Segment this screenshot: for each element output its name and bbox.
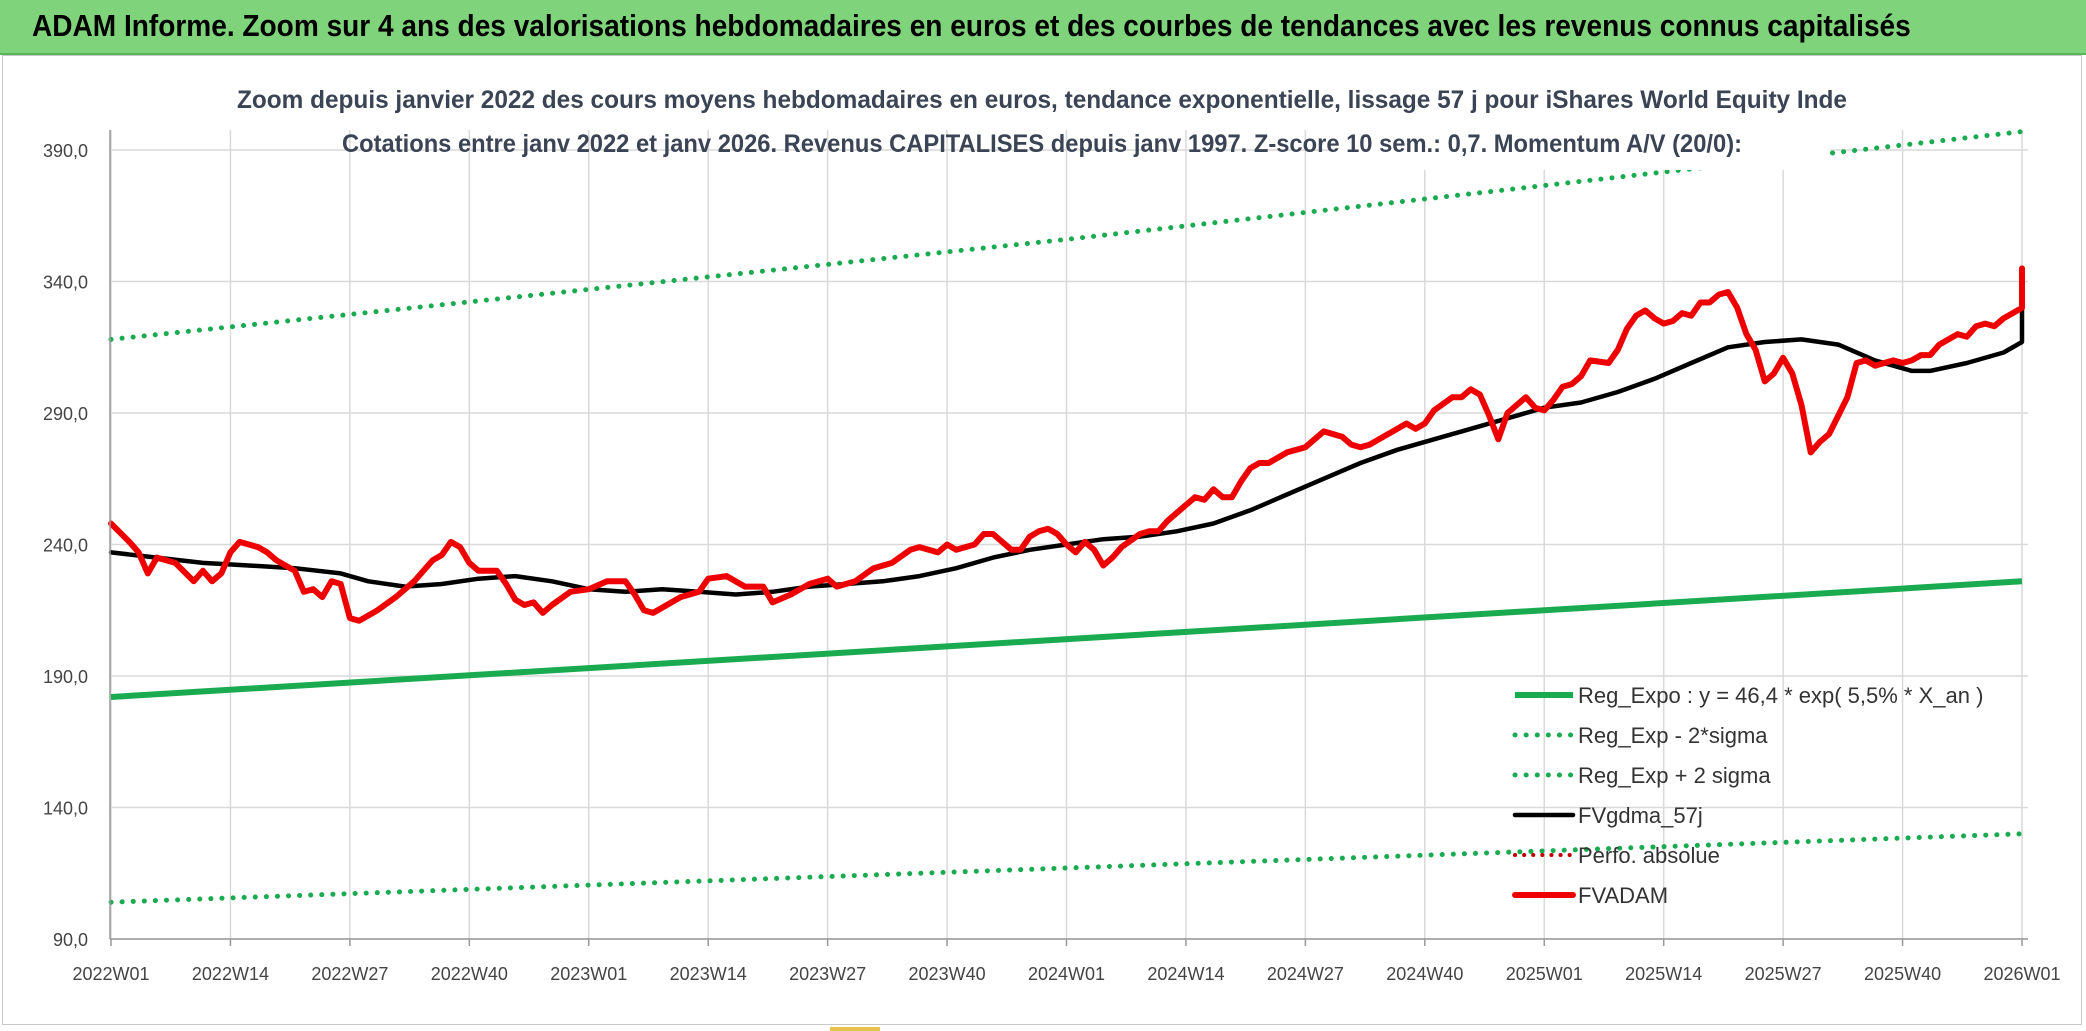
x-tick-label: 2024W27 bbox=[1267, 964, 1344, 984]
gridlines bbox=[110, 130, 2028, 940]
x-tick-label: 2025W14 bbox=[1625, 964, 1702, 984]
series-line-reg_minus bbox=[108, 831, 2025, 905]
report-title: ADAM Informe. Zoom sur 4 ans des valoris… bbox=[32, 8, 1911, 43]
legend-label-fvgdma: FVgdma_57j bbox=[1578, 803, 1703, 828]
legend-label-perfo: Perfo. absolue bbox=[1578, 843, 1720, 868]
axes: 90,0 140,0 190,0 240,0 290,0 340,0 390,0 2022W0… bbox=[43, 130, 2061, 984]
y-tick-label: 140,0 bbox=[43, 799, 88, 819]
y-tick-label: 290,0 bbox=[43, 404, 88, 424]
x-tick-label: 2023W01 bbox=[550, 964, 627, 984]
y-tick-label: 190,0 bbox=[43, 667, 88, 687]
x-tick-label: 2025W01 bbox=[1506, 964, 1583, 984]
series-layer bbox=[108, 129, 2025, 905]
x-tick-label: 2026W01 bbox=[1983, 964, 2060, 984]
series-line-reg_expo bbox=[110, 578, 2023, 700]
chart-title-line1: Zoom depuis janvier 2022 des cours moyen… bbox=[237, 86, 1847, 114]
x-tick-label: 2025W40 bbox=[1864, 964, 1941, 984]
x-tick-label: 2023W14 bbox=[670, 964, 747, 984]
y-tick-label: 340,0 bbox=[43, 273, 88, 293]
x-tick-label: 2022W14 bbox=[192, 964, 269, 984]
legend-label-reg_expo: Reg_Expo : y = 46,4 * exp( 5,5% * X_an ) bbox=[1578, 683, 1983, 708]
x-tick-label: 2024W40 bbox=[1386, 964, 1463, 984]
bottom-accent bbox=[830, 1027, 880, 1031]
legend-label-reg_minus: Reg_Exp - 2*sigma bbox=[1578, 723, 1768, 748]
x-tick-label: 2022W01 bbox=[72, 964, 149, 984]
y-tick-label: 240,0 bbox=[43, 536, 88, 556]
x-tick-label: 2025W27 bbox=[1745, 964, 1822, 984]
legend-overlap-mask bbox=[1330, 118, 1830, 170]
x-tick-label: 2022W27 bbox=[311, 964, 388, 984]
legend: Reg_Expo : y = 46,4 * exp( 5,5% * X_an )… bbox=[1512, 683, 1983, 908]
chart-frame bbox=[2, 55, 2082, 1025]
y-tick-label: 90,0 bbox=[53, 930, 88, 950]
x-tick-label: 2022W40 bbox=[431, 964, 508, 984]
x-tick-label: 2023W27 bbox=[789, 964, 866, 984]
series-line-reg_plus bbox=[108, 129, 2025, 342]
x-tick-label: 2024W14 bbox=[1147, 964, 1224, 984]
x-tick-label: 2023W40 bbox=[909, 964, 986, 984]
legend-label-reg_plus: Reg_Exp + 2 sigma bbox=[1578, 763, 1771, 788]
legend-label-fvadam: FVADAM bbox=[1578, 883, 1668, 908]
report-banner: ADAM Informe. Zoom sur 4 ans des valoris… bbox=[0, 0, 2086, 55]
series-line-fvadam bbox=[108, 265, 2025, 624]
y-tick-label: 390,0 bbox=[43, 141, 88, 161]
chart-title-line2: Cotations entre janv 2022 et janv 2026. … bbox=[342, 130, 1742, 158]
x-tick-label: 2024W01 bbox=[1028, 964, 1105, 984]
